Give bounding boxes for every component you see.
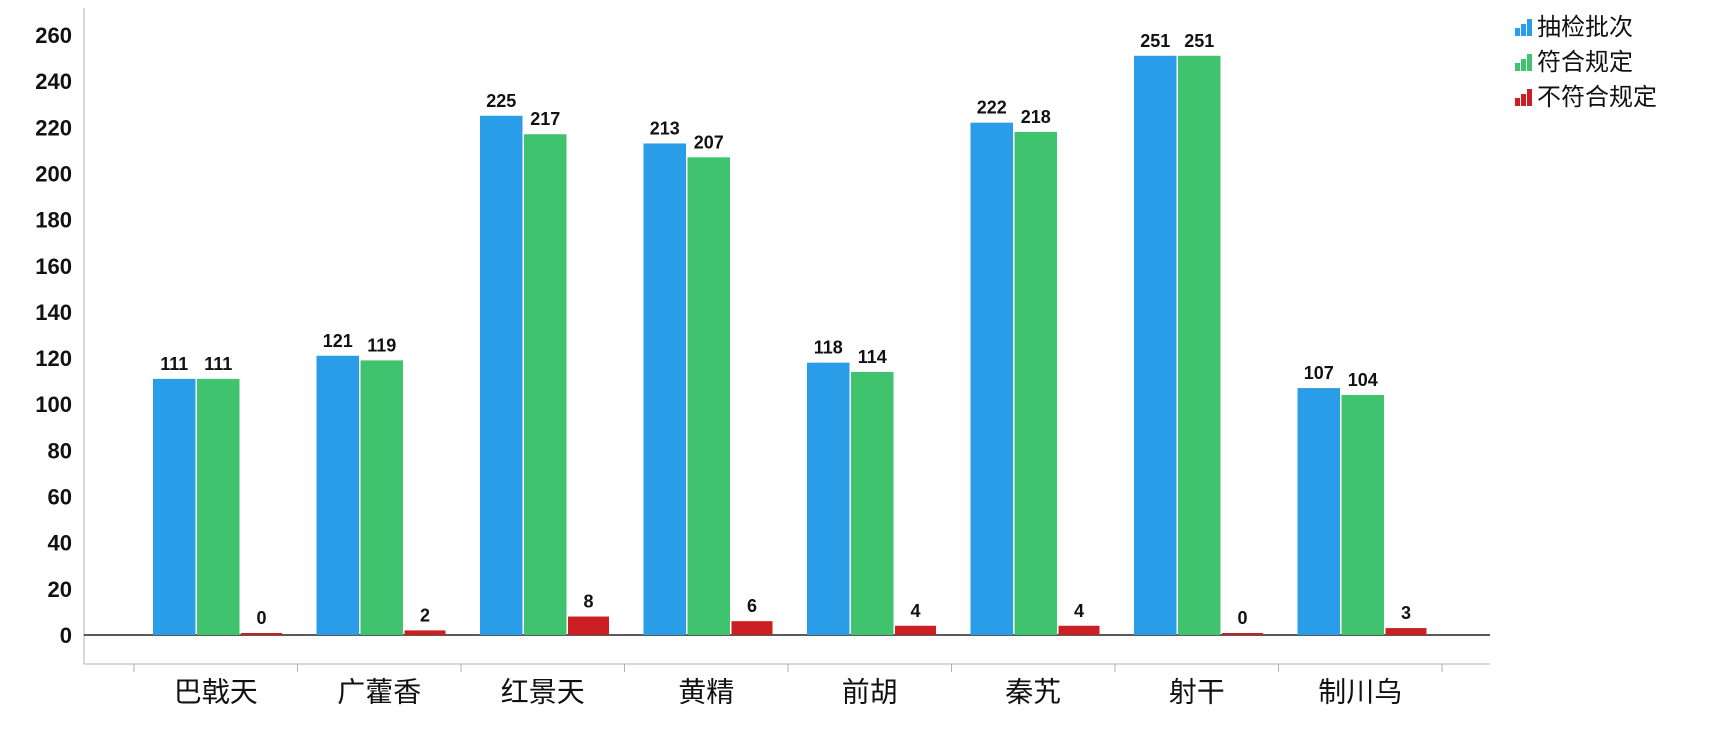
data-label: 114 — [858, 347, 887, 367]
y-tick-label: 0 — [60, 623, 72, 648]
y-tick-label: 20 — [48, 577, 72, 602]
data-label: 222 — [977, 98, 1007, 118]
data-label: 2 — [420, 605, 430, 625]
data-label: 121 — [323, 331, 353, 351]
y-tick-label: 60 — [48, 485, 72, 510]
bar — [1341, 395, 1384, 635]
data-label: 218 — [1021, 107, 1051, 127]
bar — [643, 143, 686, 635]
bar — [895, 625, 936, 635]
y-tick-label: 160 — [35, 254, 72, 279]
bar — [197, 378, 240, 635]
x-tick-label: 前胡 — [842, 676, 898, 707]
bar — [316, 355, 359, 635]
bar — [360, 360, 403, 635]
data-label: 0 — [256, 608, 266, 628]
bar — [807, 362, 850, 635]
x-tick-label: 黄精 — [678, 676, 734, 707]
bar — [1178, 55, 1221, 636]
bar — [1385, 628, 1427, 635]
y-tick-label: 40 — [48, 531, 72, 556]
data-label: 118 — [814, 338, 843, 358]
bar — [153, 378, 196, 635]
y-tick-label: 200 — [35, 161, 72, 186]
data-label: 6 — [747, 596, 757, 616]
bar — [404, 630, 446, 635]
legend-swatch-icon — [1527, 54, 1532, 71]
bar — [241, 633, 282, 635]
y-tick-label: 220 — [35, 115, 72, 140]
data-label: 213 — [650, 118, 680, 138]
data-label: 251 — [1184, 31, 1214, 51]
x-tick-label: 巴戟天 — [174, 676, 258, 707]
legend-label: 不符合规定 — [1537, 84, 1657, 111]
data-label: 3 — [1401, 603, 1411, 623]
bar — [1058, 625, 1100, 635]
y-tick-label: 260 — [35, 23, 72, 48]
data-label: 8 — [583, 592, 593, 612]
data-label: 251 — [1140, 31, 1170, 51]
bar — [851, 371, 894, 635]
data-label: 111 — [204, 354, 232, 374]
bar — [970, 122, 1013, 635]
data-label: 4 — [1074, 601, 1084, 621]
axes: 020406080100120140160180200220240260巴戟天广… — [35, 8, 1490, 707]
y-tick-label: 100 — [35, 392, 72, 417]
y-tick-label: 240 — [35, 69, 72, 94]
bar — [687, 157, 730, 636]
bars — [153, 55, 1427, 636]
data-label: 4 — [910, 601, 920, 621]
data-label: 111 — [160, 354, 188, 374]
data-label: 207 — [694, 132, 724, 152]
x-tick-label: 射干 — [1169, 676, 1225, 707]
x-tick-label: 秦艽 — [1005, 676, 1061, 707]
data-label: 104 — [1348, 370, 1378, 390]
y-tick-label: 140 — [35, 300, 72, 325]
data-labels: 111 111 0 121 119 2 225 217 8 213 207 6 118 114 4 222 21… — [160, 31, 1411, 628]
data-label: 0 — [1237, 608, 1247, 628]
data-label: 107 — [1304, 363, 1334, 383]
legend-swatch-icon — [1521, 94, 1526, 106]
y-tick-label: 80 — [48, 438, 72, 463]
bar — [1222, 633, 1263, 635]
bar — [568, 616, 609, 635]
bar — [524, 134, 567, 635]
bar — [731, 621, 773, 635]
legend-swatch-icon — [1527, 89, 1532, 106]
legend-swatch-icon — [1515, 63, 1520, 71]
bar — [1014, 131, 1057, 635]
legend-swatch-icon — [1527, 19, 1532, 36]
legend-label: 符合规定 — [1537, 49, 1633, 76]
legend-swatch-icon — [1521, 59, 1526, 71]
x-tick-label: 红景天 — [501, 676, 585, 707]
x-tick-label: 广藿香 — [337, 676, 421, 707]
legend-swatch-icon — [1521, 24, 1526, 36]
bar — [480, 115, 523, 636]
x-tick-label: 制川乌 — [1318, 676, 1402, 707]
bar — [1297, 388, 1340, 635]
y-tick-label: 120 — [35, 346, 72, 371]
data-label: 217 — [530, 109, 560, 129]
bar — [1134, 55, 1177, 636]
data-label: 225 — [486, 91, 516, 111]
data-label: 119 — [367, 335, 396, 355]
legend-swatch-icon — [1515, 28, 1520, 36]
legend-label: 抽检批次 — [1537, 14, 1633, 41]
legend-swatch-icon — [1515, 98, 1520, 106]
y-tick-label: 180 — [35, 208, 72, 233]
